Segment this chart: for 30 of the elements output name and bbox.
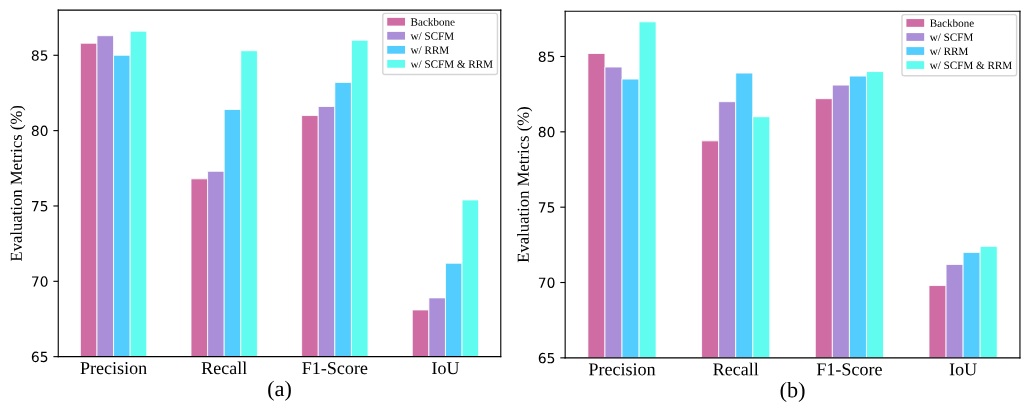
y-tick-label: 85 bbox=[31, 50, 48, 61]
legend-label: w/ RRM bbox=[410, 46, 449, 54]
y-axis-title: Evaluation Metrics (%) bbox=[10, 105, 26, 262]
y-tick-label: 70 bbox=[538, 277, 555, 288]
y-tick-label: 85 bbox=[538, 51, 555, 62]
y-tick-label: 80 bbox=[31, 125, 48, 137]
y-tick-label: 75 bbox=[32, 201, 48, 212]
legend-label: w/ SCFM bbox=[410, 32, 454, 40]
x-tick-label: Recall bbox=[713, 362, 759, 376]
y-tick-label: 75 bbox=[538, 202, 555, 213]
y-tick-label: 70 bbox=[32, 276, 48, 287]
x-axis-title: (b) bbox=[780, 381, 805, 403]
x-tick-label: F1-Score bbox=[302, 362, 368, 375]
legend-label: w/ SCFM & RRM bbox=[410, 60, 493, 68]
legend-label: w/ SCFM & RRM bbox=[929, 61, 1012, 70]
x-tick-label: Precision bbox=[588, 363, 656, 376]
y-tick-label: 65 bbox=[31, 351, 48, 363]
legend-label: Backbone bbox=[410, 17, 455, 26]
legend-label: w/ RRM bbox=[929, 47, 968, 56]
legend-label: w/ SCFM bbox=[929, 33, 973, 41]
y-tick-label: 80 bbox=[538, 126, 555, 138]
x-tick-label: F1-Score bbox=[816, 363, 882, 376]
x-tick-label: IoU bbox=[949, 363, 977, 376]
y-tick-label: 65 bbox=[538, 352, 555, 364]
x-axis-title: (a) bbox=[268, 380, 291, 401]
x-tick-label: IoU bbox=[432, 362, 460, 375]
x-tick-label: Recall bbox=[201, 361, 247, 375]
y-axis-title: Evaluation Metrics (%) bbox=[517, 107, 533, 263]
legend-label: Backbone bbox=[930, 19, 974, 27]
x-tick-label: Precision bbox=[80, 362, 147, 375]
